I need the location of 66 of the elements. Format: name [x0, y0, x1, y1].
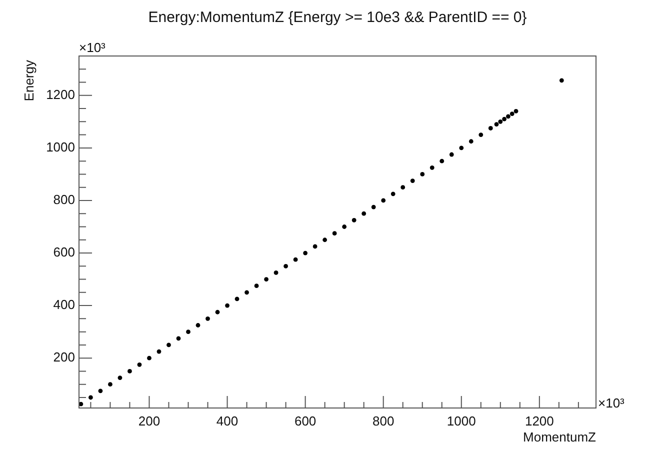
point	[352, 218, 356, 222]
x-tick-label: 400	[216, 413, 238, 428]
point	[410, 178, 415, 183]
point	[440, 158, 444, 164]
point	[371, 204, 376, 210]
x-tick-label: 800	[372, 413, 394, 428]
point	[322, 238, 328, 242]
point	[449, 152, 454, 157]
point	[206, 316, 210, 321]
point	[108, 382, 112, 387]
point	[118, 376, 122, 380]
point	[332, 231, 337, 236]
y-tick-label: 600	[53, 244, 75, 260]
point	[274, 270, 278, 275]
point	[264, 277, 268, 282]
point	[293, 257, 298, 262]
point	[478, 132, 484, 138]
point	[468, 139, 474, 144]
text: ×10³	[598, 396, 626, 411]
point	[186, 330, 190, 334]
point	[225, 303, 230, 308]
point	[128, 369, 132, 374]
x-tick-label: 1200	[524, 413, 554, 428]
y-tick-label: 200	[53, 350, 75, 365]
point	[381, 198, 386, 203]
point	[390, 192, 396, 196]
point	[156, 349, 162, 354]
x-tick-label: 1000	[446, 413, 476, 428]
point	[502, 116, 507, 122]
y-tick-label: 400	[53, 297, 75, 312]
text: ×10³	[79, 40, 106, 56]
point	[559, 78, 564, 83]
point	[215, 310, 220, 314]
y-tick-label: 800	[53, 192, 75, 208]
point	[176, 336, 181, 341]
point	[244, 290, 249, 295]
point	[498, 119, 503, 124]
point	[254, 284, 259, 288]
point	[166, 342, 171, 348]
point	[400, 185, 406, 190]
point	[420, 172, 425, 176]
point	[196, 323, 200, 328]
point	[234, 296, 240, 302]
y-tick-label: 1000	[46, 140, 75, 155]
point	[488, 126, 493, 130]
point	[303, 250, 308, 256]
point	[342, 224, 347, 229]
point	[88, 395, 93, 400]
point	[514, 108, 518, 114]
point	[506, 114, 510, 119]
point	[312, 244, 318, 249]
point	[98, 388, 103, 394]
point	[147, 356, 152, 360]
point	[430, 165, 434, 170]
point	[459, 146, 464, 150]
point	[284, 264, 288, 268]
point	[494, 122, 499, 126]
x-tick-label: 200	[138, 413, 160, 428]
point	[510, 112, 514, 116]
point	[137, 362, 142, 367]
point	[362, 211, 366, 216]
x-tick-label: 600	[294, 413, 316, 428]
y-axis-title: Energy	[22, 60, 37, 102]
chart-title: Energy:MomentumZ {Energy >= 10e3 && ParentID == 0}	[148, 9, 527, 26]
x-axis-title: MomentumZ	[523, 430, 596, 445]
y-tick-label: 1200	[46, 86, 75, 102]
